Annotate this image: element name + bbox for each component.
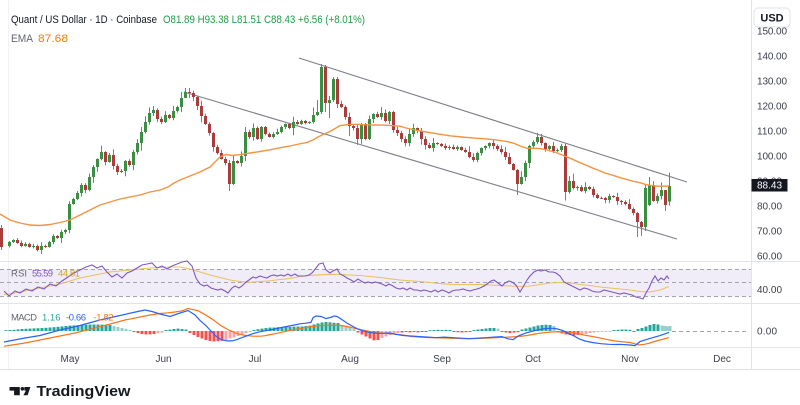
svg-text:Dec: Dec [713, 354, 731, 365]
svg-text:1.16: 1.16 [42, 313, 61, 324]
svg-text:MACD: MACD [11, 313, 37, 324]
svg-text:Aug: Aug [341, 354, 359, 365]
svg-text:130.00: 130.00 [757, 77, 787, 88]
svg-text:120.00: 120.00 [757, 102, 787, 113]
svg-text:Nov: Nov [621, 354, 639, 365]
svg-text:70.00: 70.00 [757, 227, 782, 238]
svg-text:-0.66: -0.66 [66, 313, 86, 324]
svg-text:-1.82: -1.82 [94, 313, 114, 324]
svg-text:Jun: Jun [155, 354, 171, 365]
svg-text:Sep: Sep [433, 354, 451, 365]
svg-text:140.00: 140.00 [757, 52, 787, 63]
svg-text:87.68: 87.68 [38, 33, 68, 45]
svg-text:USD: USD [760, 13, 783, 25]
svg-text:0.00: 0.00 [757, 327, 777, 338]
svg-text:100.00: 100.00 [757, 152, 787, 163]
svg-text:TradingView: TradingView [37, 384, 132, 400]
svg-text:80.00: 80.00 [757, 202, 782, 213]
svg-text:EMA: EMA [11, 33, 34, 45]
svg-text:May: May [61, 354, 80, 365]
svg-text:110.00: 110.00 [757, 127, 787, 138]
svg-text:Oct: Oct [525, 354, 541, 365]
svg-text:Quant / US Dollar · 1D · Coinb: Quant / US Dollar · 1D · Coinbase [11, 14, 157, 26]
svg-text:40.00: 40.00 [757, 285, 782, 296]
svg-text:55.59: 55.59 [32, 269, 53, 280]
svg-text:60.00: 60.00 [757, 252, 782, 263]
svg-text:44.81: 44.81 [58, 269, 80, 280]
svg-text:RSI: RSI [11, 269, 27, 280]
svg-text:150.00: 150.00 [757, 27, 787, 38]
svg-text:88.43: 88.43 [757, 181, 782, 192]
svg-text:Jul: Jul [249, 354, 262, 365]
svg-text:O81.89 H93.38 L81.51 C88.43 +6: O81.89 H93.38 L81.51 C88.43 +6.56 (+8.01… [163, 14, 365, 26]
